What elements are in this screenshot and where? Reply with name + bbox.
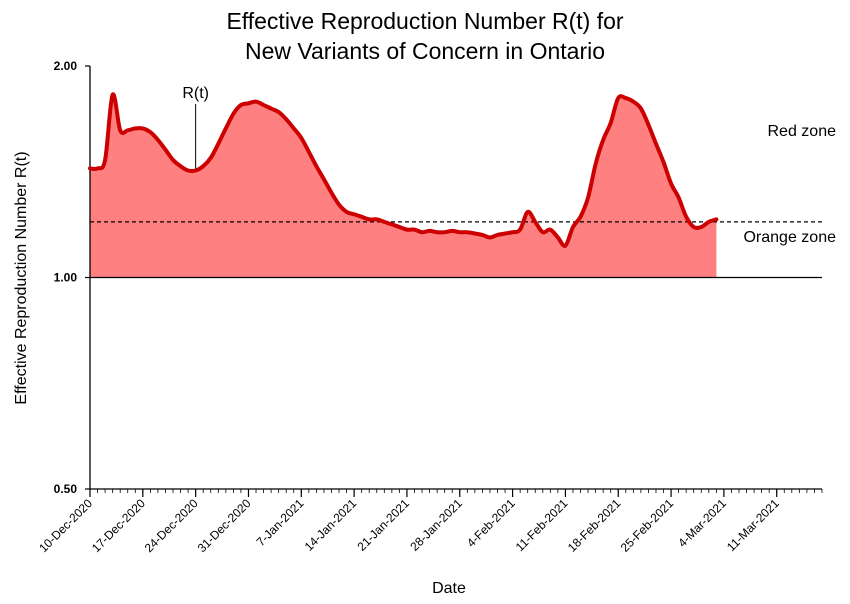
x-tick-label: 17-Dec-2020 <box>89 496 148 555</box>
x-tick-label: 4-Mar-2021 <box>675 496 729 550</box>
x-tick-label: 21-Jan-2021 <box>354 496 412 554</box>
red-zone-label: Red zone <box>768 123 837 140</box>
y-tick-label: 1.00 <box>54 271 78 285</box>
annotation-label: R(t) <box>182 85 209 102</box>
orange-zone-label: Orange zone <box>743 229 836 246</box>
x-tick-label: 18-Feb-2021 <box>565 496 624 555</box>
chart-title-line-2: New Variants of Concern in Ontario <box>244 38 606 64</box>
x-axis-title: Date <box>432 580 466 597</box>
x-tick-label: 10-Dec-2020 <box>36 496 95 555</box>
series-area-fill <box>90 94 717 278</box>
x-tick-label: 11-Feb-2021 <box>513 496 571 554</box>
x-tick-label: 11-Mar-2021 <box>724 496 782 554</box>
series-line-layer <box>88 92 719 248</box>
x-tick-label: 24-Dec-2020 <box>142 496 201 555</box>
x-tick-label: 14-Jan-2021 <box>302 496 360 554</box>
reference-lines <box>90 104 822 279</box>
series-line <box>88 92 719 248</box>
chart-title-line-1: Effective Reproduction Number R(t) for <box>226 8 624 34</box>
chart-title: Effective Reproduction Number R(t) for N… <box>0 6 850 66</box>
area-layer <box>90 94 717 278</box>
x-tick-label: 4-Feb-2021 <box>464 496 518 550</box>
y-tick-label: 2.00 <box>54 59 78 73</box>
y-axis-title: Effective Reproduction Number R(t) <box>13 151 30 404</box>
x-tick-label: 31-Dec-2020 <box>195 496 254 555</box>
x-tick-label: 7-Jan-2021 <box>254 496 307 549</box>
x-tick-label: 25-Feb-2021 <box>618 496 677 555</box>
y-tick-label: 0.50 <box>54 482 78 496</box>
x-tick-label: 28-Jan-2021 <box>407 496 465 554</box>
